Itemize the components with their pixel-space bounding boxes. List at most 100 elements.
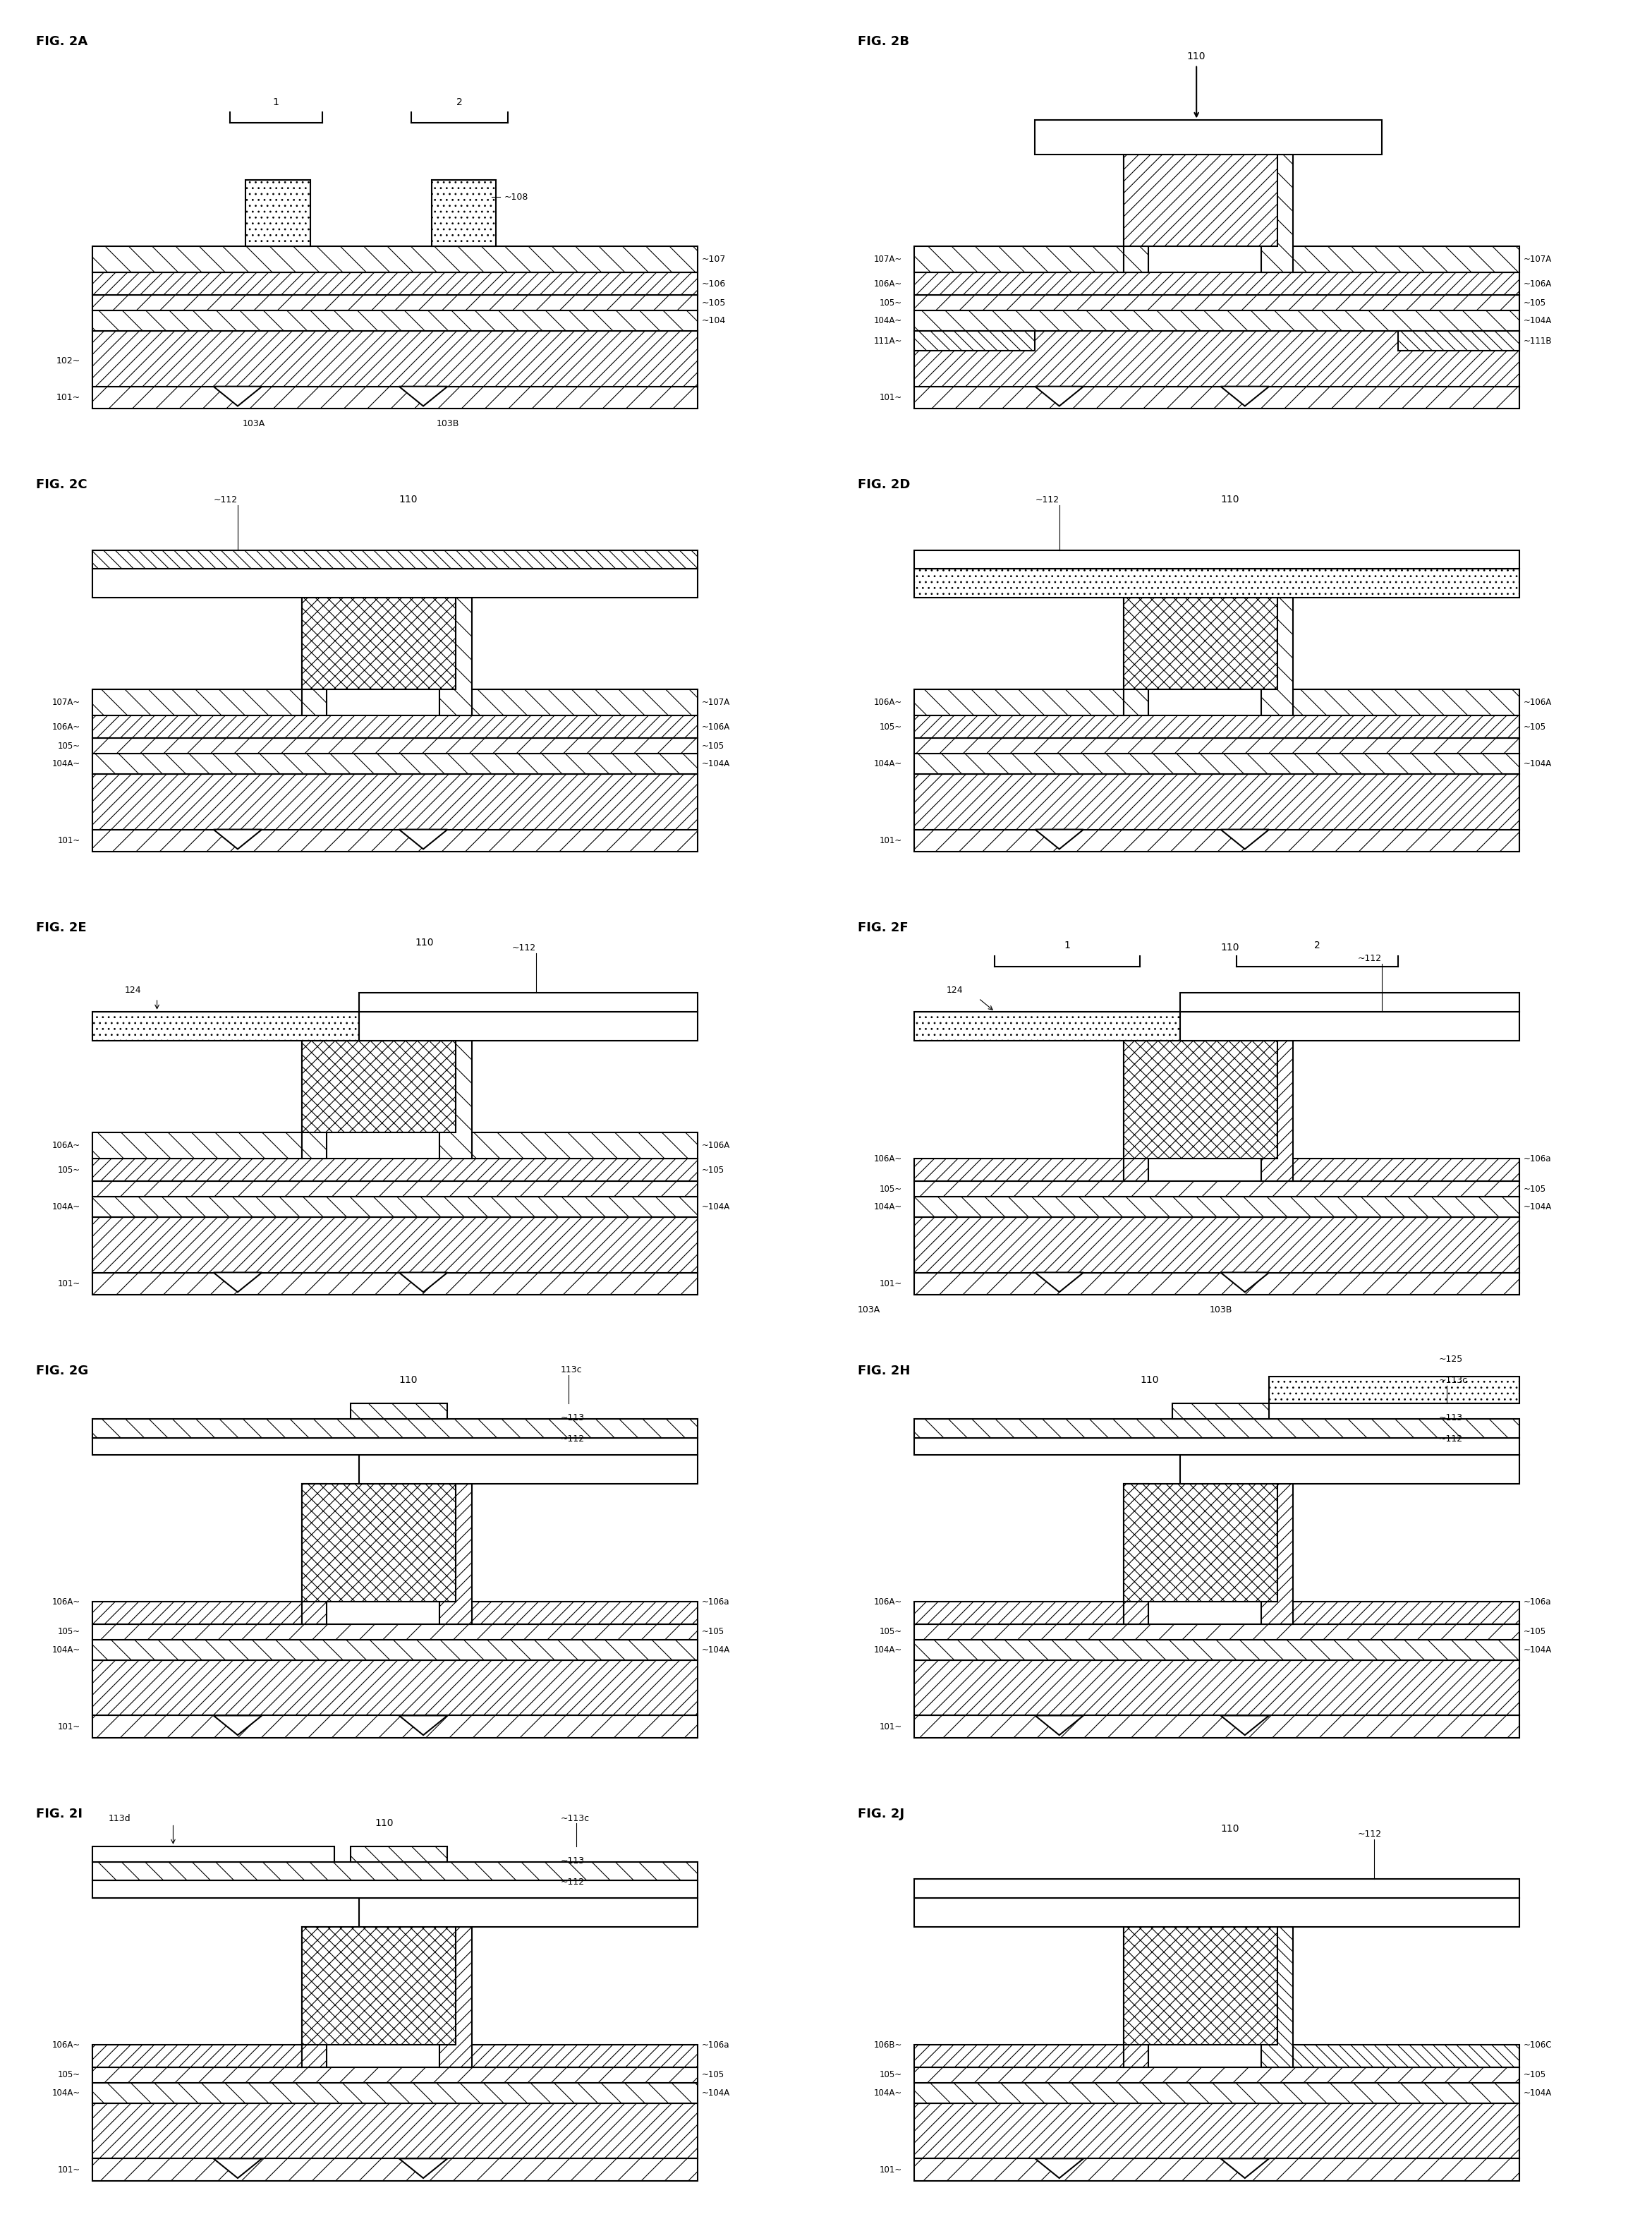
Text: FIG. 2F: FIG. 2F (857, 921, 909, 934)
Text: ~113: ~113 (560, 1414, 585, 1422)
Text: 105~: 105~ (58, 2070, 81, 2079)
Bar (302, 1926, 456, 2044)
Text: 103B: 103B (436, 419, 459, 428)
Polygon shape (1260, 1485, 1294, 1624)
Bar (1398, 331, 1520, 351)
Text: ~112: ~112 (1358, 1831, 1383, 1840)
Bar (914, 830, 1520, 852)
Text: 110: 110 (415, 939, 434, 948)
Text: 1: 1 (273, 98, 279, 107)
Text: 106A~: 106A~ (874, 699, 902, 708)
Text: 102~: 102~ (56, 357, 81, 366)
Polygon shape (1123, 155, 1148, 273)
Text: 105~: 105~ (879, 721, 902, 732)
Bar (93, 2104, 697, 2159)
Bar (350, 1846, 448, 1862)
Bar (914, 2159, 1520, 2181)
Bar (1180, 1456, 1520, 1485)
Bar (1036, 120, 1383, 155)
Text: 106A~: 106A~ (874, 280, 902, 288)
Text: 2: 2 (456, 98, 463, 107)
Bar (914, 774, 1520, 830)
Text: ~105: ~105 (1523, 1627, 1546, 1635)
Bar (93, 246, 697, 273)
Bar (914, 690, 1123, 717)
Text: ~112: ~112 (1036, 495, 1059, 504)
Bar (93, 1624, 697, 1640)
Bar (914, 2104, 1520, 2159)
Bar (93, 550, 697, 568)
Text: 104A~: 104A~ (51, 1644, 81, 1655)
Text: 2: 2 (1315, 941, 1320, 950)
Bar (93, 1715, 697, 1737)
Bar (914, 386, 1520, 408)
Text: 104A~: 104A~ (874, 1644, 902, 1655)
Polygon shape (400, 830, 448, 850)
Text: 105~: 105~ (879, 297, 902, 308)
Text: 111A~: 111A~ (874, 337, 902, 346)
Text: ~105: ~105 (702, 297, 725, 308)
Text: 110: 110 (1221, 943, 1239, 952)
Bar (914, 739, 1520, 754)
Text: FIG. 2J: FIG. 2J (857, 1808, 904, 1820)
Bar (1180, 994, 1520, 1012)
Bar (358, 1012, 697, 1041)
Text: ~113: ~113 (1439, 1414, 1462, 1422)
Text: 106A~: 106A~ (51, 1141, 81, 1149)
Polygon shape (213, 1271, 263, 1291)
Polygon shape (1260, 1041, 1294, 1181)
Text: ~108: ~108 (504, 193, 529, 202)
Text: 106A~: 106A~ (51, 721, 81, 732)
Text: ~106a: ~106a (1523, 1154, 1551, 1163)
Text: ~107A: ~107A (1523, 255, 1551, 264)
Bar (1180, 1012, 1520, 1041)
Bar (93, 1640, 697, 1660)
Text: ~104: ~104 (702, 317, 725, 326)
Bar (93, 1882, 697, 1897)
Text: 105~: 105~ (58, 741, 81, 750)
Bar (914, 311, 1520, 331)
Polygon shape (1260, 597, 1294, 717)
Text: ~105: ~105 (1523, 297, 1546, 308)
Text: 101~: 101~ (56, 393, 81, 402)
Bar (93, 1846, 334, 1862)
Text: ~106a: ~106a (702, 2039, 730, 2050)
Text: ~106a: ~106a (1523, 1598, 1551, 1607)
Text: 110: 110 (1221, 495, 1239, 504)
Bar (472, 690, 697, 717)
Bar (914, 1660, 1520, 1715)
Polygon shape (400, 1271, 448, 1291)
Text: 104A~: 104A~ (51, 2088, 81, 2097)
Bar (93, 2159, 697, 2181)
Text: ~104A: ~104A (702, 1203, 730, 1212)
Bar (914, 2084, 1520, 2104)
Text: ~105: ~105 (702, 1165, 724, 1174)
Bar (93, 2084, 697, 2104)
Polygon shape (213, 386, 263, 406)
Bar (93, 386, 697, 408)
Bar (431, 180, 496, 246)
Text: ~104A: ~104A (1523, 1644, 1551, 1655)
Bar (914, 2044, 1123, 2066)
Text: ~112: ~112 (560, 1877, 585, 1886)
Text: 124: 124 (947, 985, 963, 994)
Bar (93, 1181, 697, 1196)
Bar (472, 1132, 697, 1158)
Bar (93, 690, 302, 717)
Text: ~105: ~105 (1523, 721, 1546, 732)
Polygon shape (1036, 386, 1084, 406)
Bar (914, 2066, 1520, 2084)
Text: ~105: ~105 (702, 1627, 724, 1635)
Polygon shape (1036, 830, 1084, 850)
Polygon shape (213, 2159, 263, 2179)
Bar (1123, 1041, 1277, 1158)
Text: 113d: 113d (109, 1813, 131, 1824)
Bar (914, 550, 1520, 568)
Bar (914, 754, 1520, 774)
Text: 103B: 103B (1209, 1305, 1232, 1314)
Text: 110: 110 (1188, 51, 1206, 62)
Text: 110: 110 (400, 495, 418, 504)
Text: 105~: 105~ (879, 1627, 902, 1635)
Bar (93, 2044, 302, 2066)
Text: 104A~: 104A~ (51, 1203, 81, 1212)
